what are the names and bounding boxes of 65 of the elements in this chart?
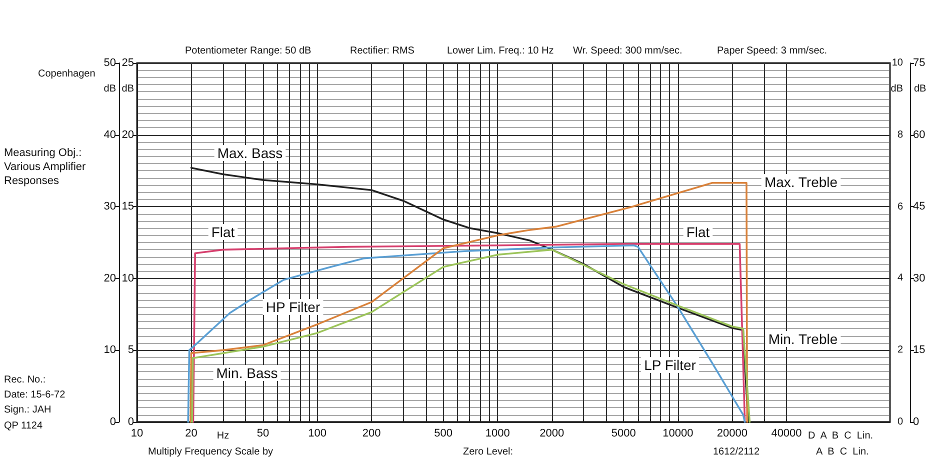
text: D A B C Lin. [808, 430, 874, 442]
y-tick-label: 50 [104, 57, 116, 69]
text: Hz [216, 430, 230, 442]
annotation: HP Filter [266, 299, 320, 315]
text: Sign.: JAH [4, 404, 52, 416]
annotation: Flat [211, 224, 235, 240]
y3-tick-label: 20 [122, 128, 134, 141]
text: A B C Lin. [816, 446, 869, 458]
x-tick-label: 200 [362, 428, 381, 440]
y3-tick-label: 15 [122, 200, 134, 213]
text: dB [890, 84, 904, 94]
text: Paper Speed: 3 mm/sec. [717, 46, 828, 56]
text: dB [122, 84, 134, 94]
text: 0 [897, 416, 904, 428]
text: 8 [897, 130, 904, 140]
annotation: Min. Treble [768, 331, 838, 347]
text: Multiply Frequency Scale by [148, 446, 274, 458]
x-tick-label: 50 [256, 428, 270, 440]
x-tick-label: 5000 [611, 428, 636, 440]
text: 6 [897, 202, 904, 212]
x-tick-label: 1000 [485, 428, 510, 440]
x-tick-label: 40000 [771, 428, 802, 440]
x-tick-label: 10000 [662, 428, 694, 440]
text: 1612/2112 [713, 446, 760, 458]
x-tick-label: 500 [434, 428, 453, 440]
y-tick-label: 20 [104, 272, 116, 284]
text: Lower Lim. Freq.: 10 Hz [447, 46, 554, 56]
y-tick-label: 0 [110, 416, 116, 428]
text: Measuring Obj.: Various Amplifier Responses [4, 147, 89, 187]
annotation: Min. Bass [216, 365, 278, 381]
y3-tick-label: 0 [128, 416, 134, 428]
y3-tick-label: 10 [122, 272, 134, 284]
y-tick-label: 30 [104, 200, 116, 213]
y3-tick-label: 5 [128, 344, 134, 356]
text: Zero Level: [463, 446, 514, 458]
x-tick-label: 20000 [716, 428, 748, 440]
x-tick-label: 10 [130, 428, 144, 440]
text: Date: 15-6-72 [4, 390, 66, 400]
text: Rectifier: RMS [350, 46, 415, 56]
text: 10 [892, 58, 904, 68]
y2-tick-label: 45 [913, 200, 926, 213]
y3-tick-label: 25 [122, 57, 134, 69]
text: Copenhagen [38, 68, 96, 80]
y2-tick-label: 60 [913, 128, 926, 141]
text: 4 [897, 272, 904, 284]
text: QP 1124 [4, 420, 43, 432]
annotation: Max. Bass [217, 145, 283, 161]
x-tick-label: 2000 [540, 428, 564, 440]
y2-tick-label: 0 [913, 416, 920, 428]
y-tick-label: 10 [104, 344, 116, 356]
text: Potentiometer Range: 50 dB [185, 46, 312, 56]
text: 2 [897, 344, 904, 356]
text: dB [914, 84, 927, 94]
y-tick-label: 40 [104, 128, 116, 141]
x-tick-label: 20 [185, 428, 198, 440]
text: Rec. No.: [4, 374, 46, 386]
y2-tick-label: 75 [913, 57, 926, 69]
x-tick-label: 100 [308, 428, 326, 440]
y2-tick-label: 30 [913, 272, 926, 284]
y2-tick-label: 15 [913, 344, 926, 356]
annotation: Flat [686, 224, 710, 240]
annotation: Max. Treble [764, 174, 838, 190]
annotation: LP Filter [644, 357, 696, 373]
text: dB [104, 84, 116, 94]
text: Wr. Speed: 300 mm/sec. [573, 46, 682, 56]
